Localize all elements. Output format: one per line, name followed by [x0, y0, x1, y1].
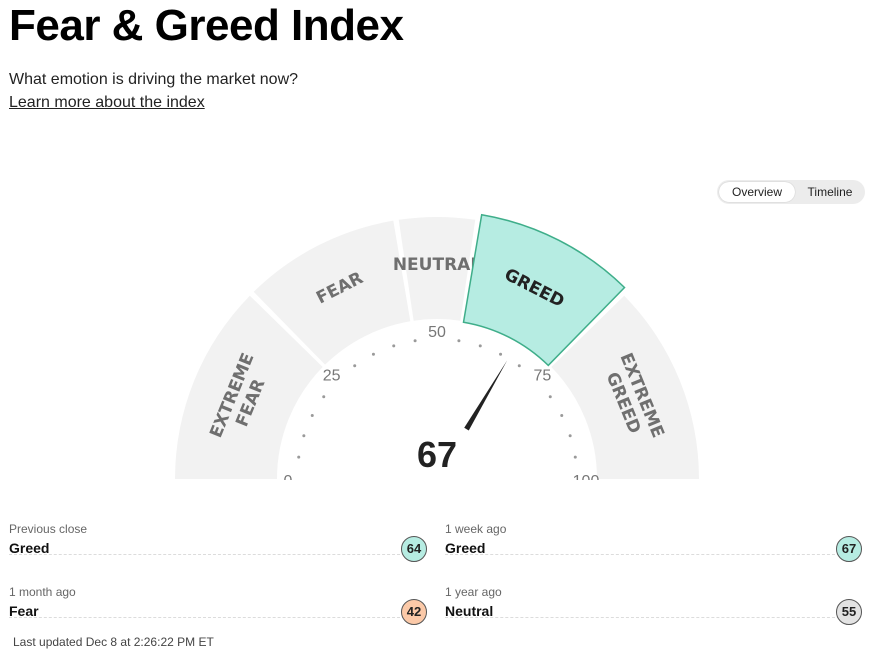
history-label: Previous close [9, 522, 88, 536]
history-label: 1 month ago [9, 585, 76, 599]
timeline-tab[interactable]: Timeline [807, 185, 853, 199]
gauge-segment-extreme-fear [175, 295, 323, 479]
history-rating: Greed [445, 540, 486, 556]
history-rating: Fear [9, 603, 39, 619]
history-score-badge: 55 [836, 599, 862, 625]
gauge-segment-fear [253, 220, 411, 365]
gauge-scale-label: 50 [428, 324, 446, 341]
history-score-badge: 42 [401, 599, 427, 625]
history-score-badge: 64 [401, 536, 427, 562]
gauge-tick-dot [413, 339, 417, 343]
history-1-week-ago: 1 week ago Greed 67 [445, 522, 862, 570]
history-previous-close: Previous close Greed 64 [9, 522, 427, 570]
gauge-tick-dot [517, 364, 521, 368]
gauge-tick-dot [568, 434, 572, 438]
gauge-scale-label: 25 [323, 368, 341, 385]
gauge-segment-greed [462, 213, 626, 367]
history-1-year-ago: 1 year ago Neutral 55 [445, 585, 862, 633]
gauge-tick-dot [297, 455, 301, 459]
gauge-value: 67 [417, 434, 457, 475]
learn-more-link[interactable]: Learn more about the index [9, 94, 205, 111]
gauge-scale-label: 75 [533, 368, 551, 385]
gauge-tick-dot [499, 352, 503, 356]
gauge-tick-dot [548, 395, 552, 399]
gauge-tick-dot [322, 395, 326, 399]
last-updated: Last updated Dec 8 at 2:26:22 PM ET [13, 635, 214, 649]
overview-tab[interactable]: Overview [719, 182, 795, 202]
gauge-needle [464, 360, 508, 431]
history-label: 1 year ago [445, 585, 502, 599]
gauge-tick-dot [560, 413, 564, 417]
history-score-badge: 67 [836, 536, 862, 562]
gauge-tick-dot [478, 344, 482, 348]
gauge-tick-dot [573, 455, 577, 459]
page-title: Fear & Greed Index [9, 1, 404, 50]
history-rating: Greed [9, 540, 50, 556]
gauge-segment-extreme-greed [551, 295, 699, 479]
gauge-segment-neutral [398, 217, 476, 321]
history-label: 1 week ago [445, 522, 507, 536]
history-1-month-ago: 1 month ago Fear 42 [9, 585, 427, 633]
gauge-segment-label: NEUTRAL [393, 255, 481, 275]
history-rating: Neutral [445, 603, 494, 619]
page-subtitle: What emotion is driving the market now? [9, 71, 299, 88]
gauge-tick-dot [457, 339, 461, 343]
gauge-tick-dot [310, 413, 314, 417]
gauge-tick-dot [302, 434, 306, 438]
gauge-tick-dot [392, 344, 396, 348]
gauge-tick-dot [353, 364, 357, 368]
view-toggle: Overview Timeline [717, 180, 865, 204]
gauge-tick-dot [371, 352, 375, 356]
